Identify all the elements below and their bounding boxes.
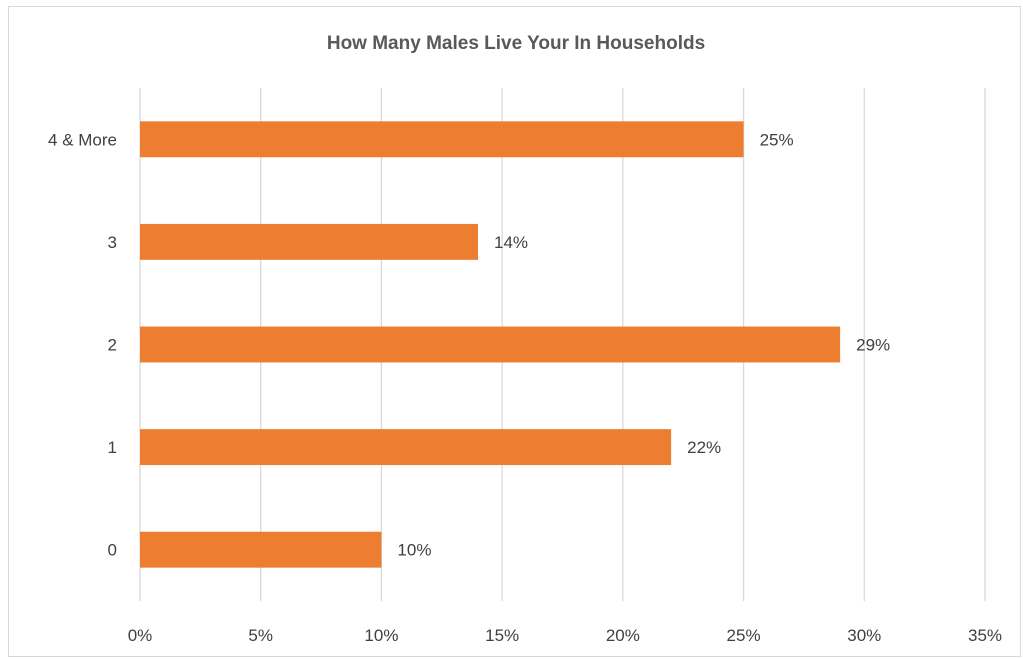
data-label: 10% [397, 541, 431, 560]
chart-title: How Many Males Live Your In Households [327, 33, 705, 54]
x-tick-label: 15% [485, 626, 519, 645]
category-label: 4 & More [48, 130, 117, 149]
bar [140, 223, 478, 260]
x-tick-label: 5% [248, 626, 273, 645]
data-label: 14% [494, 233, 528, 252]
x-tick-label: 10% [364, 626, 398, 645]
data-label: 29% [856, 336, 890, 355]
category-label: 3 [108, 233, 117, 252]
x-tick-label: 25% [727, 626, 761, 645]
bar [140, 429, 672, 466]
category-axis: 4 & More 3 2 1 0 [48, 130, 117, 559]
category-label: 1 [108, 438, 117, 457]
x-tick-label: 35% [968, 626, 1002, 645]
data-labels: 25% 14% 29% 22% 10% [397, 130, 890, 559]
x-tick-label: 20% [606, 626, 640, 645]
data-label: 25% [760, 130, 794, 149]
bar [140, 121, 744, 158]
category-label: 0 [108, 541, 117, 560]
value-axis: 0% 5% 10% 15% 20% 25% 30% 35% [128, 626, 1002, 645]
bar [140, 326, 841, 363]
bars [140, 121, 841, 568]
x-tick-label: 30% [847, 626, 881, 645]
bar [140, 531, 382, 568]
data-label: 22% [687, 438, 721, 457]
category-label: 2 [108, 336, 117, 355]
x-tick-label: 0% [128, 626, 153, 645]
